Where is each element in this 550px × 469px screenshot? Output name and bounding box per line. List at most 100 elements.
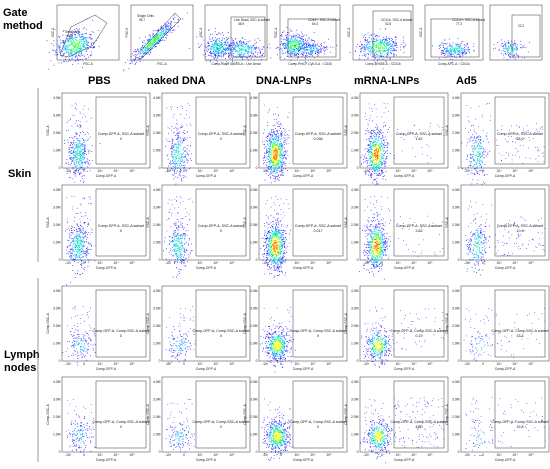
event-dot: [275, 158, 277, 160]
event-dot: [271, 172, 273, 174]
event-dot: [236, 46, 238, 48]
event-dot: [245, 46, 247, 47]
event-dot: [385, 155, 387, 157]
event-dot: [380, 49, 382, 51]
event-dot: [181, 127, 182, 128]
event-dot: [384, 175, 385, 177]
event-dot: [516, 54, 518, 55]
event-dot: [439, 44, 441, 46]
event-dot: [151, 43, 153, 44]
event-dot: [176, 124, 178, 125]
event-dot: [367, 151, 368, 152]
event-dot: [69, 38, 71, 39]
event-dot: [361, 44, 363, 46]
event-dot: [396, 45, 398, 47]
event-dot: [510, 56, 511, 58]
event-dot: [290, 41, 292, 43]
event-dot: [237, 43, 239, 44]
event-dot: [383, 48, 385, 49]
event-dot: [175, 150, 176, 152]
event-dot: [303, 48, 304, 50]
event-dot: [376, 150, 377, 152]
event-dot: [136, 50, 137, 52]
event-dot: [171, 125, 173, 127]
event-dot: [503, 48, 504, 50]
event-dot: [273, 168, 274, 170]
event-dot: [171, 155, 173, 157]
event-dot: [187, 145, 189, 146]
event-dot: [296, 48, 298, 49]
event-dot: [371, 159, 373, 161]
event-dot: [170, 109, 172, 110]
event-dot: [272, 150, 273, 151]
event-dot: [86, 44, 87, 46]
event-dot: [326, 46, 328, 48]
event-dot: [155, 41, 156, 43]
event-dot: [93, 43, 94, 45]
event-dot: [370, 47, 372, 49]
event-dot: [504, 41, 506, 43]
event-dot: [69, 137, 70, 138]
event-dot: [72, 43, 74, 45]
gate-percentage: 0.036: [314, 137, 323, 141]
event-dot: [442, 45, 444, 47]
event-dot: [94, 46, 96, 48]
event-dot: [73, 47, 75, 49]
event-dot: [378, 166, 380, 168]
event-dot: [236, 54, 238, 56]
event-dot: [81, 143, 83, 144]
event-dot: [242, 59, 243, 60]
event-dot: [276, 144, 278, 146]
event-dot: [215, 28, 217, 29]
event-dot: [130, 60, 132, 61]
event-dot: [281, 161, 283, 163]
event-dot: [384, 142, 386, 144]
event-dot: [291, 40, 293, 42]
event-dot: [394, 45, 396, 46]
event-dot: [326, 49, 328, 50]
event-dot: [513, 45, 514, 47]
event-dot: [280, 163, 282, 165]
event-dot: [453, 48, 455, 50]
event-dot: [231, 45, 233, 47]
event-dot: [177, 135, 179, 136]
event-dot: [72, 32, 74, 34]
event-dot: [276, 160, 278, 162]
event-dot: [165, 24, 166, 26]
event-dot: [368, 54, 369, 56]
event-dot: [139, 53, 141, 54]
event-dot: [209, 48, 211, 49]
event-dot: [377, 151, 378, 153]
event-dot: [368, 37, 370, 38]
event-dot: [285, 40, 287, 41]
event-dot: [373, 173, 375, 174]
event-dot: [503, 50, 505, 52]
event-dot: [174, 25, 176, 27]
event-dot: [228, 49, 230, 51]
event-dot: [50, 60, 52, 62]
event-dot: [65, 41, 67, 43]
event-dot: [230, 48, 232, 50]
event-dot: [280, 44, 281, 46]
event-dot: [274, 156, 275, 157]
event-dot: [377, 151, 379, 152]
event-dot: [76, 146, 77, 148]
event-dot: [179, 146, 181, 148]
event-dot: [91, 31, 93, 33]
event-dot: [268, 156, 270, 158]
event-dot: [277, 114, 279, 116]
event-dot: [220, 44, 222, 46]
event-dot: [281, 148, 283, 150]
event-dot: [373, 41, 375, 43]
event-dot: [65, 40, 67, 42]
event-dot: [373, 168, 375, 170]
event-dot: [454, 50, 456, 52]
event-dot: [71, 48, 73, 50]
event-dot: [512, 51, 514, 53]
event-dot: [174, 152, 176, 154]
event-dot: [245, 46, 247, 48]
event-dot: [77, 169, 79, 171]
event-dot: [87, 131, 88, 133]
event-dot: [218, 52, 219, 54]
event-dot: [289, 51, 291, 53]
